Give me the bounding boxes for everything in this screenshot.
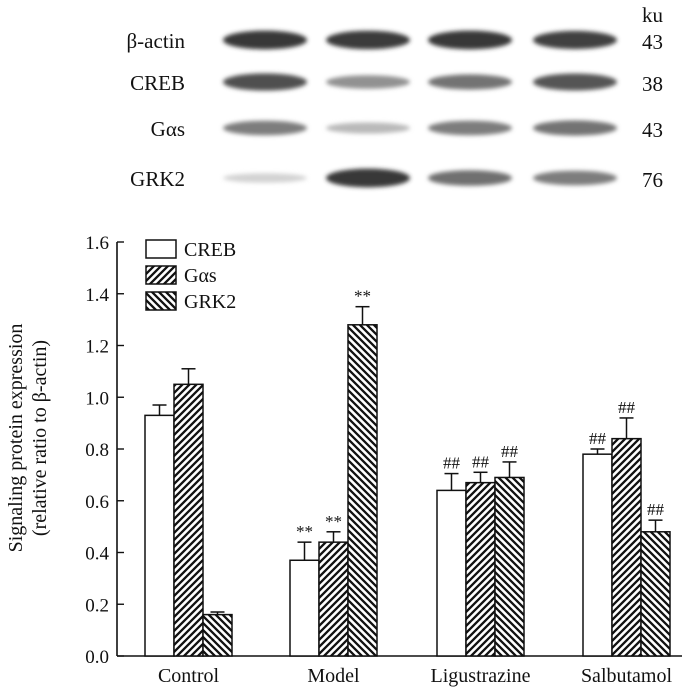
blot-band — [533, 30, 617, 50]
legend-label: GRK2 — [184, 291, 236, 313]
significance-mark: ** — [296, 522, 313, 541]
blot-band — [428, 170, 512, 186]
legend-swatch — [145, 265, 177, 285]
blot-row-label: β-actin — [127, 29, 186, 53]
bar — [611, 437, 642, 657]
blot-ku-value: 38 — [642, 72, 663, 96]
y-axis-label-line2: (relative ratio to β-actin) — [29, 340, 51, 536]
x-tick-label: Ligustrazine — [431, 665, 531, 687]
significance-mark: ## — [647, 500, 665, 519]
bar — [289, 559, 320, 657]
blot-band — [326, 122, 410, 134]
bar-chart: Signaling protein expression (relative r… — [5, 233, 682, 687]
y-tick-label: 0.2 — [85, 595, 109, 616]
y-axis-label: Signaling protein expression (relative r… — [5, 324, 51, 553]
bar — [318, 541, 349, 657]
blot-band — [223, 73, 307, 91]
ku-unit-label: ku — [642, 3, 664, 27]
y-tick-label: 0.4 — [85, 544, 109, 565]
blot-row-label: GRK2 — [130, 167, 185, 191]
bars: ** ** ** ## ## ## ## ## ## — [144, 287, 671, 657]
y-tick-label: 0.8 — [85, 440, 109, 461]
blot-row-label: Gαs — [151, 117, 185, 141]
axes: 0.0 0.2 0.4 0.6 0.8 1.0 1.2 1.4 1.6 Control Model L… — [85, 233, 682, 687]
blot-band — [533, 73, 617, 91]
significance-mark: ## — [443, 454, 461, 473]
bar — [144, 414, 175, 657]
blot-band — [428, 74, 512, 90]
blot-band — [326, 168, 410, 188]
significance-mark: ## — [501, 442, 519, 461]
bar — [582, 453, 613, 657]
blot-band — [533, 170, 617, 186]
significance-mark: ## — [589, 429, 607, 448]
y-tick-label: 1.0 — [85, 388, 109, 409]
significance-mark: ## — [472, 452, 490, 471]
blot-band — [223, 173, 307, 183]
y-tick-label: 1.4 — [85, 285, 109, 306]
blot-ku-value: 43 — [642, 30, 663, 54]
bar — [494, 476, 525, 657]
x-tick-label: Salbutamol — [581, 665, 673, 687]
y-tick-label: 1.6 — [85, 233, 109, 254]
bar — [202, 613, 233, 657]
bar — [640, 531, 671, 657]
bar — [465, 481, 496, 657]
x-tick-label: Model — [307, 665, 360, 687]
x-tick-label: Control — [158, 665, 220, 687]
bar — [436, 489, 467, 657]
western-blot-panel: ku β-actin 43 CREB 38 Gαs 43 GRK2 76 — [127, 3, 664, 192]
legend-swatch — [145, 291, 177, 311]
blot-ku-value: 76 — [642, 168, 663, 192]
significance-mark: ** — [354, 287, 371, 306]
y-tick-label: 1.2 — [85, 337, 109, 358]
significance-mark: ## — [618, 398, 636, 417]
blot-band — [428, 120, 512, 136]
bar — [347, 324, 378, 657]
blot-band — [326, 30, 410, 50]
legend-label: CREB — [184, 239, 236, 261]
significance-mark: ** — [325, 512, 342, 531]
y-axis-label-line1: Signaling protein expression — [5, 324, 27, 553]
blot-ku-value: 43 — [642, 118, 663, 142]
blot-band — [223, 120, 307, 136]
blot-row-label: CREB — [130, 71, 185, 95]
blot-band — [533, 120, 617, 136]
blot-band — [223, 30, 307, 50]
bar — [173, 383, 204, 657]
blot-band — [326, 75, 410, 89]
legend-swatch — [145, 239, 177, 259]
blot-band — [428, 30, 512, 50]
y-tick-label: 0.6 — [85, 492, 109, 513]
y-tick-label: 0.0 — [85, 647, 109, 668]
legend-label: Gαs — [184, 265, 217, 287]
legend: CREB Gαs GRK2 — [145, 239, 236, 313]
